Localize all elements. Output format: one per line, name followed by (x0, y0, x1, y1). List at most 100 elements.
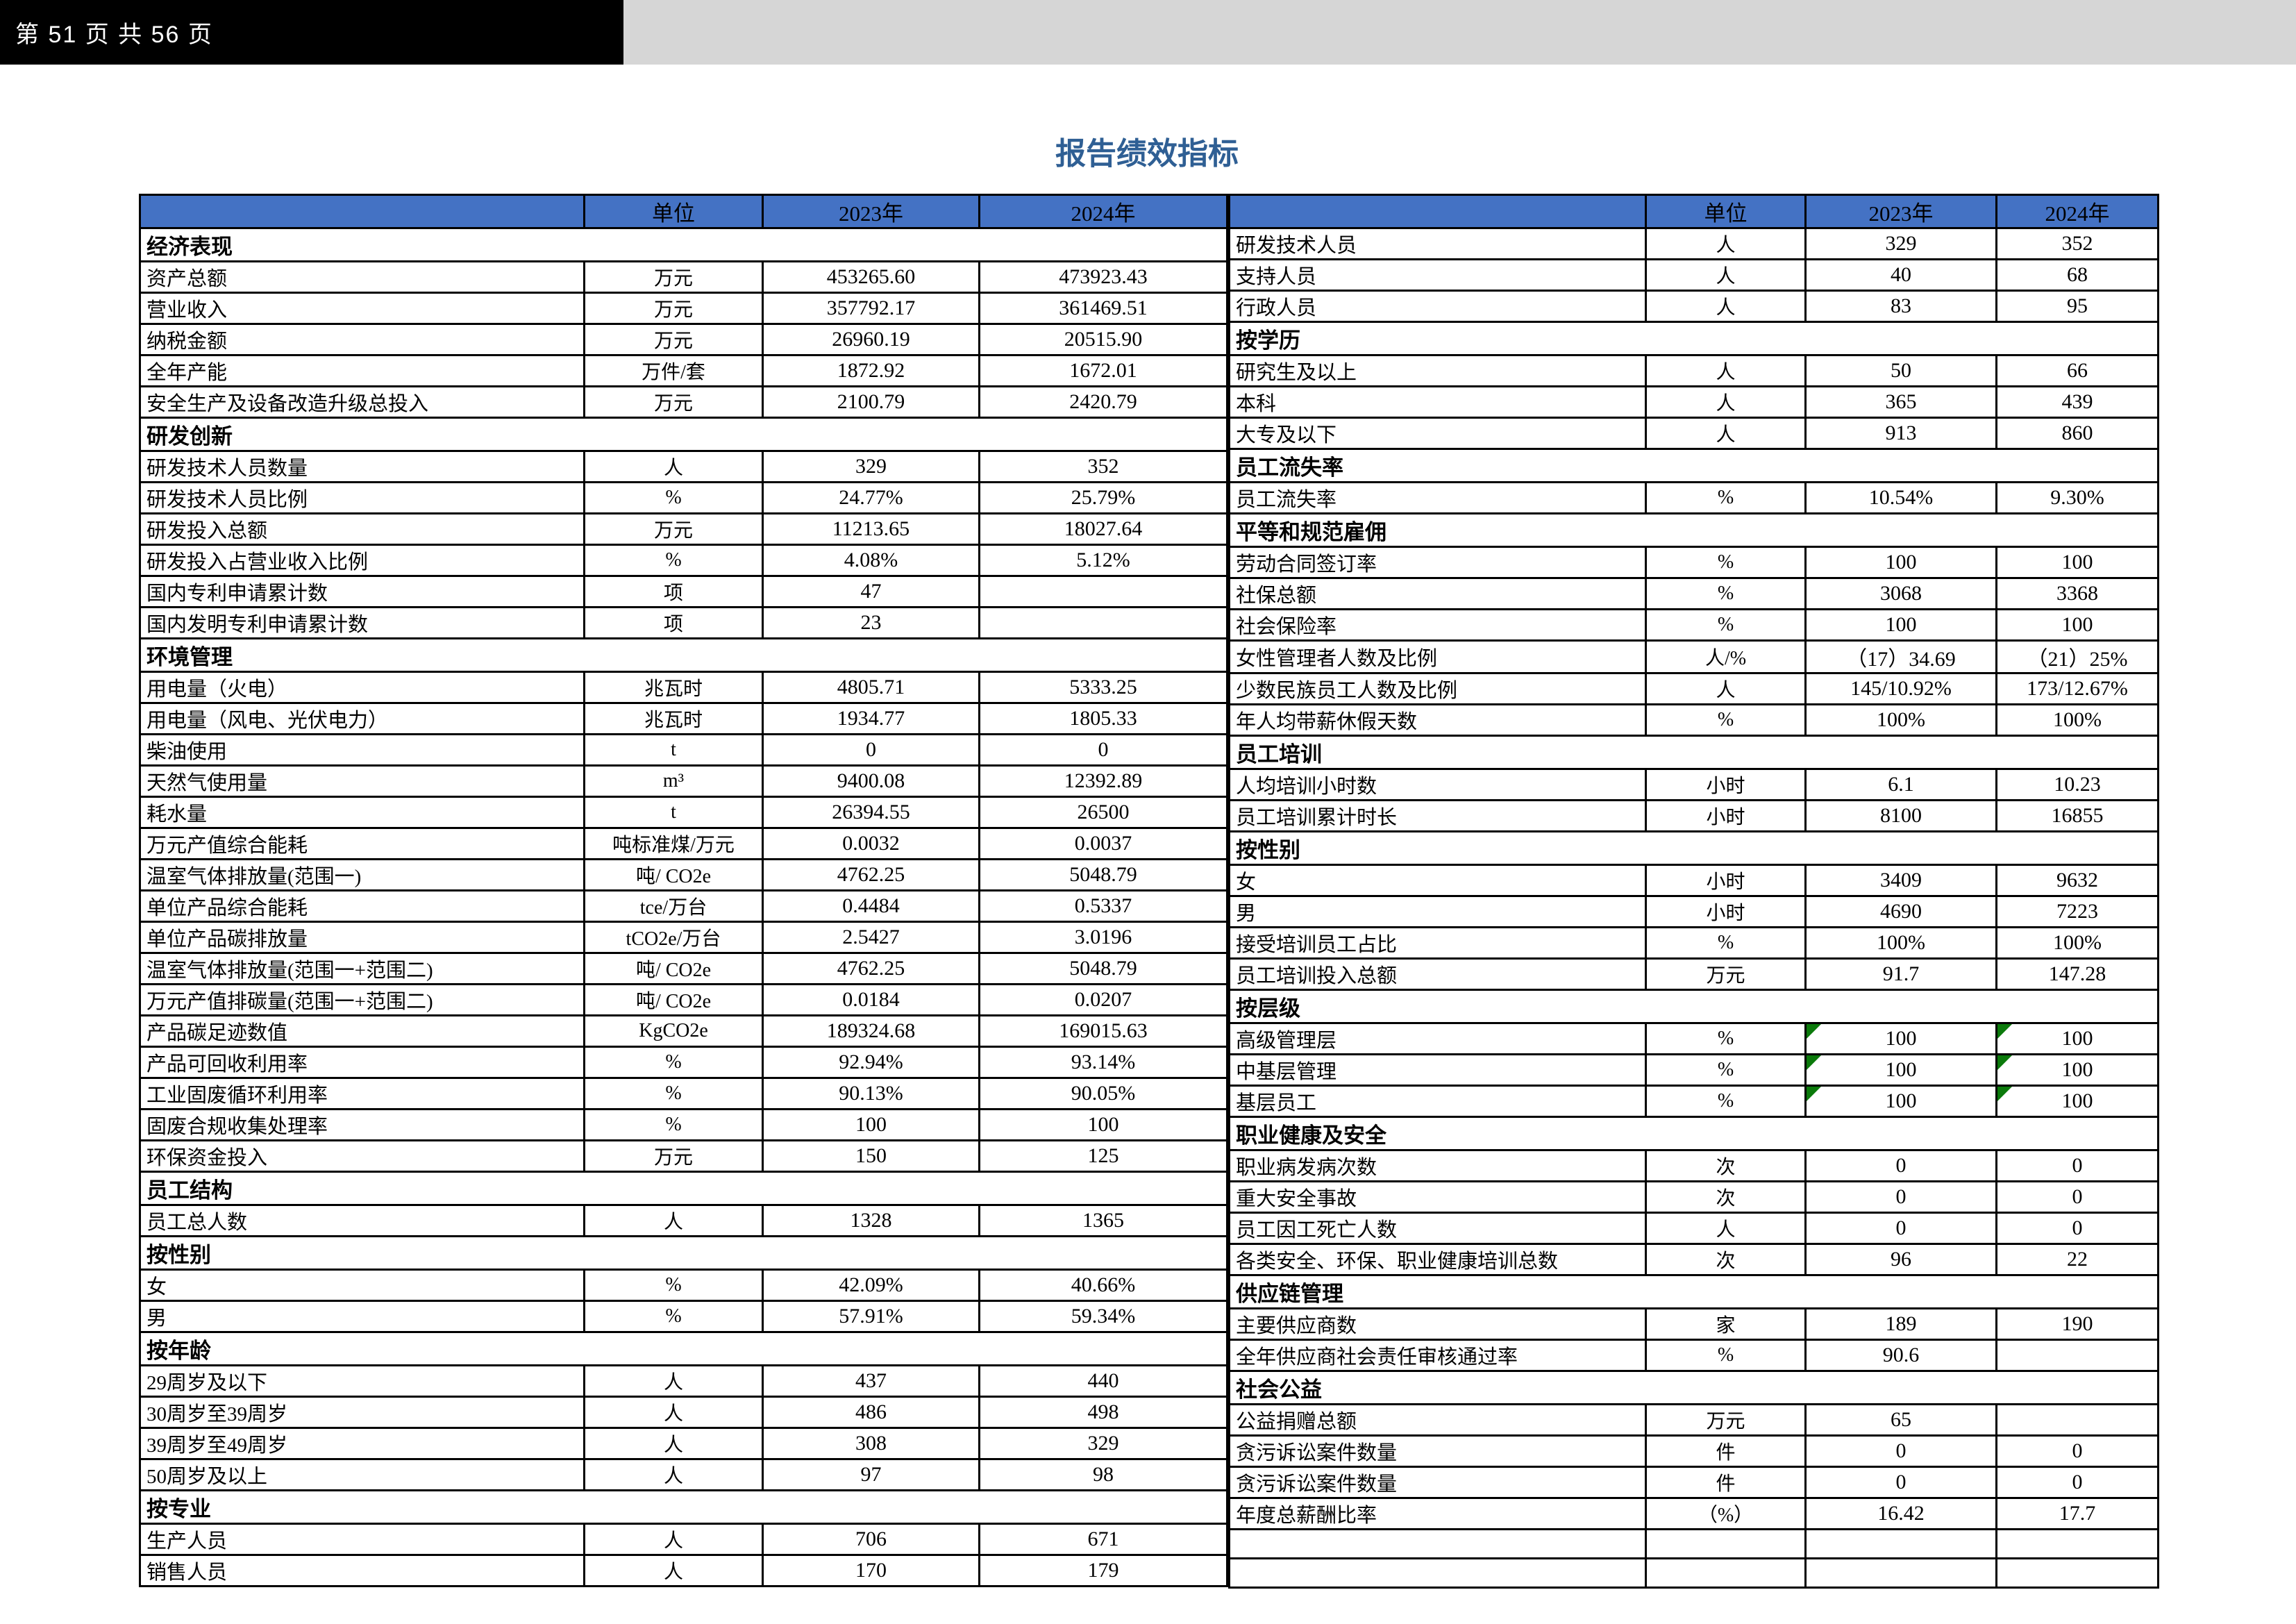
value-2023-cell[interactable]: 40 (1804, 258, 1997, 292)
value-2023-cell[interactable]: 6.1 (1804, 768, 1997, 801)
unit-cell[interactable]: 人 (583, 1204, 764, 1237)
value-2024-cell[interactable]: 169015.63 (978, 1014, 1228, 1048)
row-label-cell[interactable]: 柴油使用 (139, 733, 585, 767)
value-2024-cell[interactable]: 5333.25 (978, 671, 1228, 704)
unit-cell[interactable]: 人 (583, 1427, 764, 1460)
value-2024-cell[interactable]: 100% (1995, 703, 2159, 737)
value-2023-cell[interactable]: 0 (1804, 1149, 1997, 1182)
value-2024-cell[interactable]: 1365 (978, 1204, 1228, 1237)
value-2024-cell[interactable] (1995, 1557, 2159, 1589)
value-2024-cell[interactable]: 90.05% (978, 1077, 1228, 1110)
row-label-cell[interactable]: 单位产品综合能耗 (139, 889, 585, 923)
value-2024-cell[interactable]: 100 (1995, 546, 2159, 579)
unit-cell[interactable]: 吨/ CO2e (583, 858, 764, 891)
value-2023-cell[interactable]: 0.0184 (762, 983, 980, 1016)
value-2024-cell[interactable]: 125 (978, 1139, 1228, 1173)
value-2023-cell[interactable]: 329 (1804, 227, 1997, 260)
row-label-cell[interactable]: 天然气使用量 (139, 764, 585, 798)
unit-cell[interactable]: 人 (1645, 354, 1807, 387)
value-2023-cell[interactable]: 100 (762, 1108, 980, 1141)
row-label-cell[interactable]: 用电量（风电、光伏电力） (139, 702, 585, 735)
unit-cell[interactable]: m³ (583, 764, 764, 798)
unit-cell[interactable]: 万元 (1645, 957, 1807, 991)
value-2023-cell[interactable]: 913 (1804, 417, 1997, 450)
value-2023-cell[interactable]: 0 (1804, 1434, 1997, 1468)
row-label-cell[interactable]: 贪污诉讼案件数量 (1228, 1434, 1647, 1468)
unit-cell[interactable]: 家 (1645, 1307, 1807, 1341)
value-2024-cell[interactable]: 0.5337 (978, 889, 1228, 923)
row-label-cell[interactable]: 纳税金额 (139, 323, 585, 356)
row-label-cell[interactable]: 产品可回收利用率 (139, 1046, 585, 1079)
value-2024-cell[interactable] (1995, 1339, 2159, 1372)
value-2023-cell[interactable]: 23 (762, 606, 980, 639)
unit-cell[interactable]: t (583, 733, 764, 767)
value-2023-cell[interactable]: 453265.60 (762, 260, 980, 294)
row-label-cell[interactable]: 国内发明专利申请累计数 (139, 606, 585, 639)
row-label-cell[interactable]: 员工培训累计时长 (1228, 799, 1647, 832)
value-2023-cell[interactable]: 0.4484 (762, 889, 980, 923)
unit-cell[interactable]: % (1645, 1022, 1807, 1055)
value-2024-cell[interactable]: 5.12% (978, 544, 1228, 577)
row-label-cell[interactable]: 高级管理层 (1228, 1022, 1647, 1055)
row-label-cell[interactable]: 员工因工死亡人数 (1228, 1212, 1647, 1245)
value-2024-cell[interactable]: 100 (1995, 1085, 2159, 1118)
row-label-cell[interactable]: 员工流失率 (1228, 481, 1647, 514)
value-2023-cell[interactable]: 189324.68 (762, 1014, 980, 1048)
unit-cell[interactable]: KgCO2e (583, 1014, 764, 1048)
unit-cell[interactable]: 万元 (583, 1139, 764, 1173)
value-2023-cell[interactable]: （17）34.69 (1804, 639, 1997, 674)
row-label-cell[interactable]: 基层员工 (1228, 1085, 1647, 1118)
unit-cell[interactable]: % (583, 481, 764, 514)
value-2023-cell[interactable]: 8100 (1804, 799, 1997, 832)
value-2023-cell[interactable]: 357792.17 (762, 292, 980, 325)
section-header-cell[interactable]: 按性别 (139, 1235, 1228, 1271)
value-2024-cell[interactable] (1995, 1403, 2159, 1437)
value-2024-cell[interactable]: 0 (1995, 1212, 2159, 1245)
unit-cell[interactable]: % (1645, 608, 1807, 642)
value-2024-cell[interactable]: 93.14% (978, 1046, 1228, 1079)
unit-cell[interactable]: （%） (1645, 1497, 1807, 1530)
row-label-cell[interactable]: 30周岁至39周岁 (139, 1396, 585, 1429)
row-label-cell[interactable]: 研发技术人员比例 (139, 481, 585, 514)
section-header-cell[interactable]: 员工结构 (139, 1171, 1228, 1206)
row-label-cell[interactable]: 男 (139, 1300, 585, 1333)
value-2024-cell[interactable]: 473923.43 (978, 260, 1228, 294)
value-2023-cell[interactable]: 4762.25 (762, 858, 980, 891)
value-2024-cell[interactable]: 439 (1995, 385, 2159, 419)
row-label-cell[interactable]: 员工总人数 (139, 1204, 585, 1237)
unit-cell[interactable]: 人 (583, 1396, 764, 1429)
section-header-cell[interactable]: 经济表现 (139, 227, 1228, 262)
value-2023-cell[interactable]: 0 (1804, 1466, 1997, 1499)
value-2023-cell[interactable]: 57.91% (762, 1300, 980, 1333)
value-2024-cell[interactable]: 0 (1995, 1180, 2159, 1214)
row-label-cell[interactable]: 研发投入占营业收入比例 (139, 544, 585, 577)
value-2024-cell[interactable]: 0 (1995, 1466, 2159, 1499)
value-2023-cell[interactable]: 100 (1804, 608, 1997, 642)
value-2023-cell[interactable]: 100 (1804, 1022, 1997, 1055)
value-2024-cell[interactable]: 59.34% (978, 1300, 1228, 1333)
unit-cell[interactable]: % (583, 544, 764, 577)
value-2024-cell[interactable]: 1672.01 (978, 354, 1228, 387)
value-2024-cell[interactable]: 352 (1995, 227, 2159, 260)
value-2024-cell[interactable]: 173/12.67% (1995, 672, 2159, 705)
value-2023-cell[interactable]: 189 (1804, 1307, 1997, 1341)
value-2023-cell[interactable]: 3068 (1804, 577, 1997, 610)
unit-cell[interactable]: 次 (1645, 1243, 1807, 1276)
section-header-cell[interactable]: 社会公益 (1228, 1370, 2159, 1405)
value-2023-cell[interactable]: 91.7 (1804, 957, 1997, 991)
row-label-cell[interactable]: 少数民族员工人数及比例 (1228, 672, 1647, 705)
value-2024-cell[interactable]: 7223 (1995, 895, 2159, 928)
section-header-cell[interactable]: 员工流失率 (1228, 448, 2159, 483)
unit-cell[interactable]: % (583, 1046, 764, 1079)
unit-cell[interactable]: 万元 (1645, 1403, 1807, 1437)
value-2023-cell[interactable]: 92.94% (762, 1046, 980, 1079)
row-label-cell[interactable]: 工业固废循环利用率 (139, 1077, 585, 1110)
value-2023-cell[interactable]: 90.13% (762, 1077, 980, 1110)
row-label-cell[interactable]: 年度总薪酬比率 (1228, 1497, 1647, 1530)
unit-cell[interactable]: 万元 (583, 260, 764, 294)
unit-cell[interactable]: 吨标准煤/万元 (583, 827, 764, 860)
unit-cell[interactable]: 人 (583, 1554, 764, 1587)
row-label-cell[interactable]: 大专及以下 (1228, 417, 1647, 450)
value-2024-cell[interactable]: 0.0037 (978, 827, 1228, 860)
value-2024-cell[interactable]: 100 (1995, 1053, 2159, 1087)
